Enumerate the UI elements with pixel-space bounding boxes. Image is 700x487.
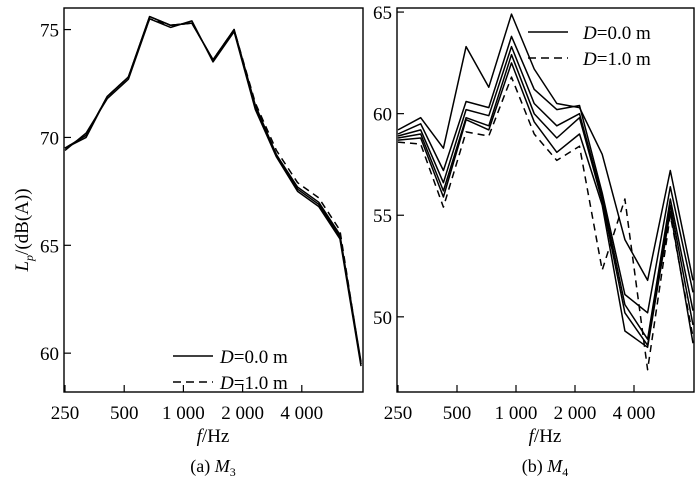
legend-dashed-label: D=1.0 m: [219, 373, 288, 394]
x-tick-label: 250: [51, 403, 80, 424]
panel-b-x-ticks: 250 500 1 000 2 000 4 000: [384, 385, 656, 424]
panel-a-series-group: [64, 15, 362, 367]
legend-solid-label: D=0.0 m: [582, 23, 651, 44]
y-tick-label: 50: [373, 308, 392, 329]
x-tick-label: 250: [384, 403, 413, 424]
y-tick-label: 75: [40, 21, 59, 42]
x-tick-label: 2 000: [221, 403, 264, 424]
legend-dashed-label: D=1.0 m: [582, 49, 651, 70]
y-tick-label: 60: [40, 344, 59, 365]
x-tick-label: 4 000: [613, 403, 656, 424]
y-tick-label: 60: [373, 105, 392, 126]
panel-a-series-line-4: [64, 18, 362, 365]
panel-b: 50 55 60 65 250 500 1 000 2 000 4 000 D=0.0 m D…: [373, 3, 695, 479]
panel-b-series-line-1: [397, 13, 694, 282]
panel-b-x-axis-label: f/Hz: [529, 426, 562, 447]
panel-a-series-line-2: [64, 18, 362, 367]
x-tick-label: 500: [110, 403, 139, 424]
x-tick-label: 4 000: [280, 403, 323, 424]
panel-a-x-axis-label: f/Hz: [197, 426, 230, 447]
panel-b-series-line-4: [397, 53, 694, 347]
panel-b-series-line-3: [397, 45, 694, 340]
panel-a-series-line-1: [64, 15, 362, 365]
panel-b-legend: D=0.0 m D=1.0 m: [528, 23, 651, 70]
panel-b-caption: (b) M4: [522, 456, 569, 479]
y-tick-label: 65: [373, 3, 392, 24]
y-axis-label: Lp/(dB(A)): [12, 188, 36, 272]
panel-a: 60 65 70 75 250 500 1 000 2 000 4 000 D=0.0 m D…: [40, 7, 364, 479]
panel-a-caption: (a) M3: [190, 456, 235, 479]
panel-a-series-line-3: [64, 15, 362, 362]
x-tick-label: 1 000: [495, 403, 538, 424]
panel-b-series-group: [397, 13, 694, 371]
panel-b-series-line-6: [397, 76, 694, 371]
y-tick-label: 65: [40, 236, 59, 257]
legend-solid-label: D=0.0 m: [219, 347, 288, 368]
x-tick-label: 2 000: [554, 403, 597, 424]
panel-a-frame: [63, 7, 364, 393]
y-tick-label: 55: [373, 206, 392, 227]
panel-a-x-ticks: 250 500 1 000 2 000 4 000: [51, 385, 323, 424]
panel-a-y-ticks: 60 65 70 75: [40, 21, 71, 365]
panel-b-series-line-2: [397, 35, 694, 314]
panel-a-legend: D=0.0 m D=1.0 m: [173, 347, 288, 394]
panel-b-y-ticks: 50 55 60 65: [373, 3, 404, 329]
y-tick-label: 70: [40, 128, 59, 149]
panel-b-frame: [396, 7, 695, 393]
x-tick-label: 500: [443, 403, 472, 424]
x-tick-label: 1 000: [162, 403, 205, 424]
